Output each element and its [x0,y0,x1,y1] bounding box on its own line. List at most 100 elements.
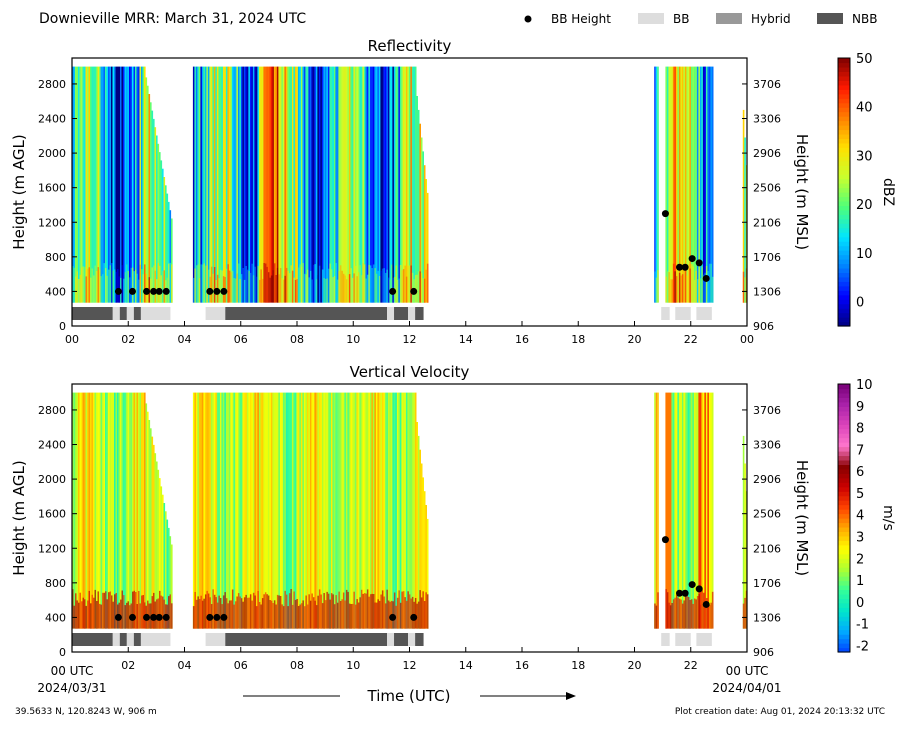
colorbar-segment [838,254,850,260]
heatmap-low-column [209,597,211,629]
heatmap-low-column [96,601,98,629]
heatmap-low-column [75,593,77,629]
colorbar-tick-label: 0 [856,296,864,311]
heatmap-column [683,392,685,629]
heatmap-low-column [269,277,271,303]
heatmap-low-column [133,590,136,629]
heatmap-low-column [72,266,74,303]
heatmap-low-column [276,594,279,629]
bb-height-point [143,287,151,295]
heatmap-low-column [348,603,351,629]
heatmap-column [228,392,231,629]
heatmap-column [384,66,387,303]
heatmap-low-column [78,602,80,629]
heatmap-column [206,66,208,303]
heatmap-low-column [139,603,142,629]
bb-height-point [681,263,689,271]
x-tick-label: 18 [571,333,585,346]
colorbar-segment [838,433,850,439]
heatmap-low-column [103,263,106,303]
heatmap-field [72,392,748,629]
heatmap-low-column [423,601,426,629]
heatmap-low-column [151,596,154,629]
bb-height-point [220,287,228,295]
heatmap-low-column [372,594,375,629]
heatmap-low-column [168,596,170,629]
colorbar-tick-label: 1 [856,574,864,589]
heatmap-low-column [419,590,421,629]
heatmap-low-column [396,279,399,303]
heatmap-column [267,66,270,303]
heatmap-low-column [90,277,92,303]
heatmap-column [696,392,699,629]
colorbar-tick-label: 9 [856,400,864,415]
heatmap-low-column [404,265,406,303]
heatmap-low-column [263,594,265,629]
heatmap-low-column [371,268,373,303]
colorbar-segment [838,84,850,90]
heatmap-column [698,392,700,629]
heatmap-column [157,469,160,629]
heatmap-column [684,392,687,629]
heatmap-low-column [233,604,235,629]
colorbar-segment [838,303,850,309]
heatmap-column [402,392,405,629]
bb-type-bar [72,307,712,320]
heatmap-column [405,392,408,629]
heatmap-low-column [675,276,678,303]
heatmap-low-column [255,606,258,629]
heatmap-column [360,66,363,303]
colorbar-tick-label: 8 [856,422,864,437]
colorbar: 0 10 20 30 40 50 dBZ [837,52,896,327]
heatmap-low-column [267,272,270,303]
heatmap-column [163,503,166,629]
heatmap-column [82,392,85,629]
heatmap-column [354,66,357,303]
heatmap-low-column [336,279,339,303]
heatmap-column [94,66,97,303]
heatmap-low-column [411,272,414,303]
heatmap-low-column [401,591,403,629]
heatmap-low-column [212,589,214,629]
colorbar-segment [838,509,850,515]
heatmap-low-column [408,265,411,303]
heatmap-column [687,392,690,629]
heatmap-column [147,411,149,629]
heatmap-column [677,392,679,629]
heatmap-low-column [300,266,303,303]
colorbar-segment [838,388,850,394]
heatmap-column [344,392,346,629]
colorbar-segment [838,66,850,72]
heatmap-column [354,392,357,629]
heatmap-column [377,392,379,629]
heatmap-low-column [302,263,304,303]
y2-tick-label: 3706 [753,404,781,417]
heatmap-low-column [314,600,316,629]
heatmap-column [674,66,676,303]
heatmap-low-column [266,594,268,629]
colorbar-segment [838,504,850,510]
heatmap-column [124,66,127,303]
plot-creation-date: Plot creation date: Aug 01, 2024 20:13:3… [675,707,885,717]
heatmap-low-column [87,268,89,303]
panel-title: Reflectivity [368,37,452,55]
heatmap-low-column [359,597,361,629]
heatmap-column [154,127,157,303]
heatmap-column [324,392,327,629]
heatmap-column [72,66,74,303]
heatmap-low-column [160,595,163,629]
heatmap-column [145,77,148,303]
heatmap-column [78,392,80,629]
heatmap-column [677,66,679,303]
legend-item: NBB [817,12,877,26]
heatmap-low-column [168,263,170,303]
heatmap-column [335,392,337,629]
heatmap-low-column [243,597,246,629]
colorbar-segment [838,183,850,189]
heatmap-column [127,66,130,303]
heatmap-column [269,392,271,629]
x-tick-label: 04 [178,333,192,346]
heatmap-column [160,160,163,303]
heatmap-column [655,66,658,303]
y-tick-label: 0 [59,320,66,333]
